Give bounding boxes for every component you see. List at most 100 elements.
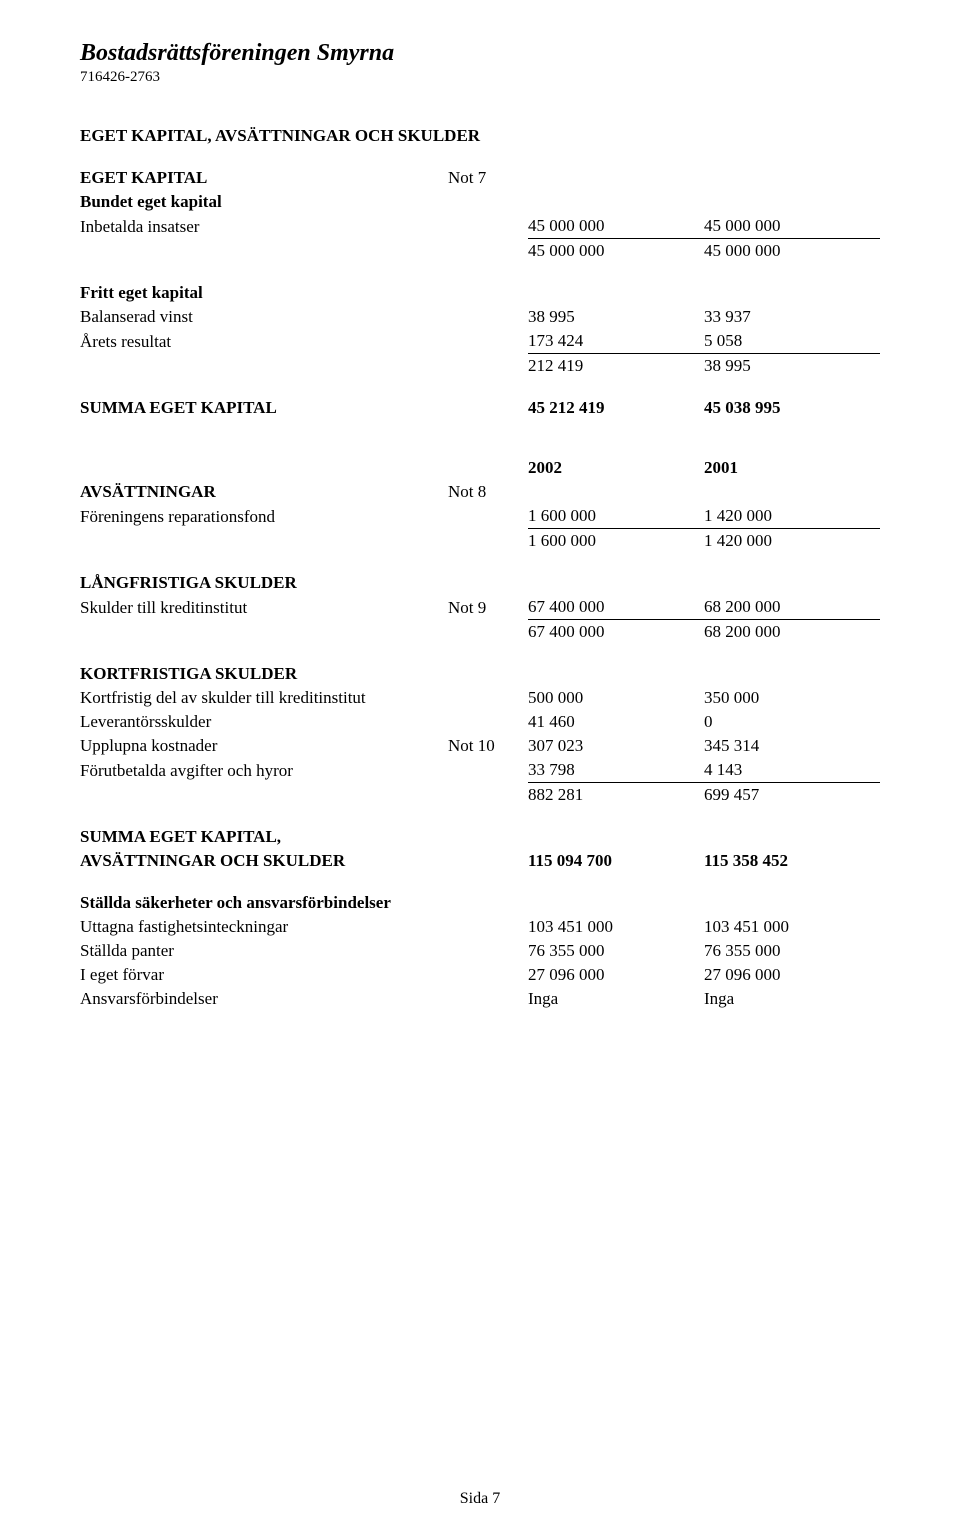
- row-label: Skulder till kreditinstitut: [80, 595, 448, 620]
- value-cell: 41 460: [528, 710, 704, 734]
- value-cell: 45 000 000: [528, 214, 704, 239]
- year-header: 2001: [704, 456, 880, 480]
- value-cell: Inga: [528, 987, 704, 1011]
- note-ref: [448, 758, 528, 783]
- table-row: I eget förvar 27 096 000 27 096 000: [80, 963, 880, 987]
- sum-cell: 67 400 000: [528, 620, 704, 645]
- table-row: Uttagna fastighetsinteckningar 103 451 0…: [80, 915, 880, 939]
- page-footer: Sida 7: [80, 1490, 880, 1508]
- value-cell: Inga: [704, 987, 880, 1011]
- value-cell: 1 420 000: [704, 504, 880, 529]
- row-label: I eget förvar: [80, 963, 448, 987]
- table-row: Upplupna kostnader Not 10 307 023 345 31…: [80, 734, 880, 758]
- table-row: Ansvarsförbindelser Inga Inga: [80, 987, 880, 1011]
- note-ref: [448, 686, 528, 710]
- org-name: Bostadsrättsföreningen Smyrna: [80, 40, 880, 67]
- main-title: EGET KAPITAL, AVSÄTTNINGAR OCH SKULDER: [80, 126, 880, 146]
- row-label: Upplupna kostnader: [80, 734, 448, 758]
- table-row: 1 600 000 1 420 000: [80, 529, 880, 554]
- subsection-heading: Bundet eget kapital: [80, 190, 448, 214]
- section-heading: EGET KAPITAL: [80, 166, 448, 190]
- section-heading: KORTFRISTIGA SKULDER: [80, 662, 448, 686]
- value-cell: 500 000: [528, 686, 704, 710]
- table-row: Kortfristig del av skulder till kreditin…: [80, 686, 880, 710]
- value-cell: 27 096 000: [704, 963, 880, 987]
- value-cell: 5 058: [704, 329, 880, 354]
- table-row: Balanserad vinst 38 995 33 937: [80, 305, 880, 329]
- section-heading: LÅNGFRISTIGA SKULDER: [80, 571, 448, 595]
- year-header: 2002: [528, 456, 704, 480]
- total-label-2: AVSÄTTNINGAR OCH SKULDER: [80, 849, 448, 873]
- page: Bostadsrättsföreningen Smyrna 716426-276…: [0, 0, 960, 1538]
- note-ref: Not 7: [448, 166, 528, 190]
- sum-cell: 68 200 000: [704, 620, 880, 645]
- table-row: Årets resultat 173 424 5 058: [80, 329, 880, 354]
- table-row: Ställda säkerheter och ansvarsförbindels…: [80, 891, 880, 915]
- row-label: Balanserad vinst: [80, 305, 448, 329]
- total-label-1: SUMMA EGET KAPITAL,: [80, 825, 448, 849]
- section-heading: AVSÄTTNINGAR: [80, 480, 448, 504]
- value-cell: 115 358 452: [704, 849, 880, 873]
- value-cell: 33 937: [704, 305, 880, 329]
- financial-table: EGET KAPITAL Not 7 Bundet eget kapital I…: [80, 166, 880, 1011]
- value-cell: 38 995: [528, 305, 704, 329]
- table-row: KORTFRISTIGA SKULDER: [80, 662, 880, 686]
- subsection-heading: Fritt eget kapital: [80, 281, 448, 305]
- row-label: Förutbetalda avgifter och hyror: [80, 758, 448, 783]
- table-row: 67 400 000 68 200 000: [80, 620, 880, 645]
- note-ref: Not 8: [448, 480, 528, 504]
- section-heading: Ställda säkerheter och ansvarsförbindels…: [80, 891, 528, 915]
- value-cell: 45 000 000: [704, 214, 880, 239]
- sum-cell: 45 000 000: [528, 239, 704, 264]
- row-label: Ansvarsförbindelser: [80, 987, 448, 1011]
- table-row: Skulder till kreditinstitut Not 9 67 400…: [80, 595, 880, 620]
- table-row: 212 419 38 995: [80, 354, 880, 379]
- table-row: 2002 2001: [80, 456, 880, 480]
- note-ref: Not 10: [448, 734, 528, 758]
- table-row: SUMMA EGET KAPITAL 45 212 419 45 038 995: [80, 396, 880, 420]
- note-ref: [448, 710, 528, 734]
- table-row: AVSÄTTNINGAR Not 8: [80, 480, 880, 504]
- sum-cell: 45 000 000: [704, 239, 880, 264]
- value-cell: 67 400 000: [528, 595, 704, 620]
- table-row: 882 281 699 457: [80, 783, 880, 808]
- value-cell: 33 798: [528, 758, 704, 783]
- sum-cell: 882 281: [528, 783, 704, 808]
- value-cell: 45 212 419: [528, 396, 704, 420]
- note-ref: Not 9: [448, 595, 528, 620]
- value-cell: 103 451 000: [528, 915, 704, 939]
- org-number: 716426-2763: [80, 69, 880, 86]
- value-cell: 173 424: [528, 329, 704, 354]
- row-label: Ställda panter: [80, 939, 448, 963]
- sum-cell: 1 600 000: [528, 529, 704, 554]
- value-cell: 350 000: [704, 686, 880, 710]
- sum-cell: 212 419: [528, 354, 704, 379]
- value-cell: 1 600 000: [528, 504, 704, 529]
- table-row: Fritt eget kapital: [80, 281, 880, 305]
- value-cell: 45 038 995: [704, 396, 880, 420]
- sum-cell: 38 995: [704, 354, 880, 379]
- table-row: Ställda panter 76 355 000 76 355 000: [80, 939, 880, 963]
- value-cell: 307 023: [528, 734, 704, 758]
- value-cell: 115 094 700: [528, 849, 704, 873]
- table-row: Leverantörsskulder 41 460 0: [80, 710, 880, 734]
- table-row: EGET KAPITAL Not 7: [80, 166, 880, 190]
- table-row: 45 000 000 45 000 000: [80, 239, 880, 264]
- value-cell: 4 143: [704, 758, 880, 783]
- row-label: Föreningens reparationsfond: [80, 504, 448, 529]
- table-row: Inbetalda insatser 45 000 000 45 000 000: [80, 214, 880, 239]
- table-row: AVSÄTTNINGAR OCH SKULDER 115 094 700 115…: [80, 849, 880, 873]
- value-cell: 76 355 000: [704, 939, 880, 963]
- row-label: Leverantörsskulder: [80, 710, 448, 734]
- summa-label: SUMMA EGET KAPITAL: [80, 396, 448, 420]
- value-cell: 76 355 000: [528, 939, 704, 963]
- table-row: SUMMA EGET KAPITAL,: [80, 825, 880, 849]
- value-cell: 68 200 000: [704, 595, 880, 620]
- value-cell: 345 314: [704, 734, 880, 758]
- table-row: Föreningens reparationsfond 1 600 000 1 …: [80, 504, 880, 529]
- row-label: Uttagna fastighetsinteckningar: [80, 915, 448, 939]
- table-row: Bundet eget kapital: [80, 190, 880, 214]
- value-cell: 0: [704, 710, 880, 734]
- value-cell: 27 096 000: [528, 963, 704, 987]
- row-label: Årets resultat: [80, 329, 448, 354]
